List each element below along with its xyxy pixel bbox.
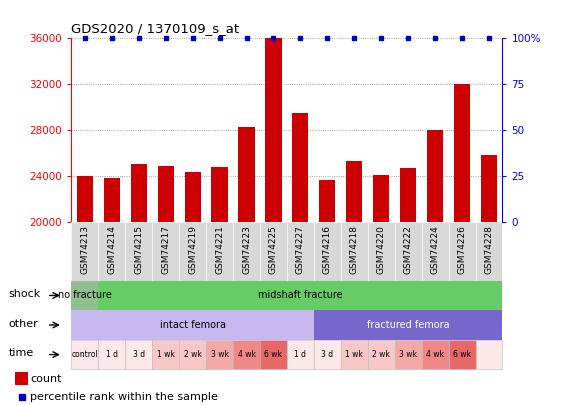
Bar: [152, 340, 179, 369]
Bar: [184, 173, 201, 405]
Text: shock: shock: [9, 289, 41, 299]
Bar: [287, 340, 314, 369]
Text: GSM74219: GSM74219: [188, 225, 197, 274]
Bar: [476, 340, 502, 369]
Text: 1 wk: 1 wk: [345, 350, 363, 359]
Text: midshaft fracture: midshaft fracture: [258, 290, 343, 301]
Bar: [179, 340, 206, 369]
Bar: [481, 155, 497, 405]
Text: 2 wk: 2 wk: [184, 350, 202, 359]
Bar: [341, 340, 368, 369]
Bar: [239, 128, 255, 405]
Text: 3 d: 3 d: [132, 350, 145, 359]
Bar: [233, 340, 260, 369]
Bar: [454, 84, 470, 405]
Text: intact femora: intact femora: [160, 320, 226, 330]
Text: 3 wk: 3 wk: [399, 350, 417, 359]
Text: GSM74226: GSM74226: [457, 225, 467, 274]
Bar: [131, 164, 147, 405]
Text: GSM74224: GSM74224: [431, 225, 440, 274]
Text: 6 wk: 6 wk: [264, 350, 283, 359]
Text: GSM74220: GSM74220: [377, 225, 386, 274]
Bar: [368, 340, 395, 369]
Bar: [71, 340, 98, 369]
Text: GSM74225: GSM74225: [269, 225, 278, 274]
Bar: [260, 340, 287, 369]
Text: GDS2020 / 1370109_s_at: GDS2020 / 1370109_s_at: [71, 22, 239, 35]
Text: no fracture: no fracture: [58, 290, 112, 301]
Text: 6 wk: 6 wk: [453, 350, 471, 359]
Text: fractured femora: fractured femora: [367, 320, 449, 330]
Bar: [395, 340, 421, 369]
Text: 4 wk: 4 wk: [426, 350, 444, 359]
Text: 1 d: 1 d: [106, 350, 118, 359]
Text: GSM74214: GSM74214: [107, 225, 116, 274]
Text: GSM74213: GSM74213: [81, 225, 89, 274]
Bar: [211, 167, 228, 405]
Text: GSM74218: GSM74218: [350, 225, 359, 274]
Bar: [449, 340, 476, 369]
Bar: [206, 340, 233, 369]
Bar: [319, 181, 335, 405]
Text: 3 d: 3 d: [321, 350, 333, 359]
Text: GSM74227: GSM74227: [296, 225, 305, 274]
Text: GSM74222: GSM74222: [404, 225, 413, 274]
Bar: [314, 310, 502, 340]
Bar: [266, 38, 282, 405]
Text: count: count: [30, 374, 62, 384]
Bar: [427, 130, 443, 405]
Text: 1 wk: 1 wk: [157, 350, 175, 359]
Text: time: time: [9, 348, 34, 358]
Bar: [292, 113, 308, 405]
Text: 1 d: 1 d: [295, 350, 307, 359]
Text: GSM74216: GSM74216: [323, 225, 332, 274]
Text: GSM74223: GSM74223: [242, 225, 251, 274]
Text: control: control: [71, 350, 98, 359]
Bar: [314, 340, 341, 369]
Text: 4 wk: 4 wk: [238, 350, 255, 359]
Text: 3 wk: 3 wk: [211, 350, 228, 359]
Text: 2 wk: 2 wk: [372, 350, 390, 359]
Bar: [98, 340, 125, 369]
Bar: [104, 178, 120, 405]
Bar: [158, 166, 174, 405]
Bar: [346, 161, 363, 405]
Bar: [373, 175, 389, 405]
Text: GSM74228: GSM74228: [485, 225, 493, 274]
Text: other: other: [9, 319, 38, 328]
Text: GSM74215: GSM74215: [134, 225, 143, 274]
Bar: [421, 340, 449, 369]
Text: GSM74217: GSM74217: [161, 225, 170, 274]
Text: percentile rank within the sample: percentile rank within the sample: [30, 392, 218, 402]
Bar: [71, 281, 98, 310]
Text: GSM74221: GSM74221: [215, 225, 224, 274]
Bar: [77, 176, 93, 405]
Bar: [125, 340, 152, 369]
Bar: [15, 372, 27, 386]
Bar: [71, 310, 314, 340]
Bar: [400, 168, 416, 405]
